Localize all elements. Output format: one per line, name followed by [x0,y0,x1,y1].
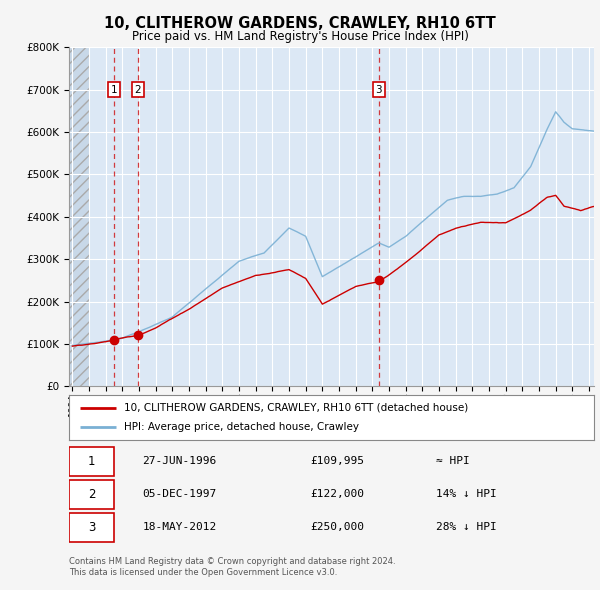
Text: £122,000: £122,000 [311,489,365,499]
Text: 3: 3 [376,84,382,94]
Text: 05-DEC-1997: 05-DEC-1997 [143,489,217,499]
Text: ≈ HPI: ≈ HPI [437,456,470,466]
Text: £250,000: £250,000 [311,522,365,532]
Text: Price paid vs. HM Land Registry's House Price Index (HPI): Price paid vs. HM Land Registry's House … [131,30,469,43]
Text: Contains HM Land Registry data © Crown copyright and database right 2024.: Contains HM Land Registry data © Crown c… [69,557,395,566]
Bar [69,47,89,386]
Text: 18-MAY-2012: 18-MAY-2012 [143,522,217,532]
Text: 10, CLITHEROW GARDENS, CRAWLEY, RH10 6TT: 10, CLITHEROW GARDENS, CRAWLEY, RH10 6TT [104,16,496,31]
FancyBboxPatch shape [69,480,113,509]
FancyBboxPatch shape [69,447,113,476]
Text: 2: 2 [88,487,95,501]
Text: 14% ↓ HPI: 14% ↓ HPI [437,489,497,499]
Text: HPI: Average price, detached house, Crawley: HPI: Average price, detached house, Craw… [124,422,359,432]
Text: 3: 3 [88,520,95,534]
Text: 2: 2 [134,84,141,94]
Text: £109,995: £109,995 [311,456,365,466]
Text: 10, CLITHEROW GARDENS, CRAWLEY, RH10 6TT (detached house): 10, CLITHEROW GARDENS, CRAWLEY, RH10 6TT… [124,403,469,412]
FancyBboxPatch shape [69,513,113,542]
Text: 1: 1 [88,454,95,468]
Text: 1: 1 [110,84,117,94]
Text: 27-JUN-1996: 27-JUN-1996 [143,456,217,466]
Text: 28% ↓ HPI: 28% ↓ HPI [437,522,497,532]
Text: This data is licensed under the Open Government Licence v3.0.: This data is licensed under the Open Gov… [69,568,337,577]
